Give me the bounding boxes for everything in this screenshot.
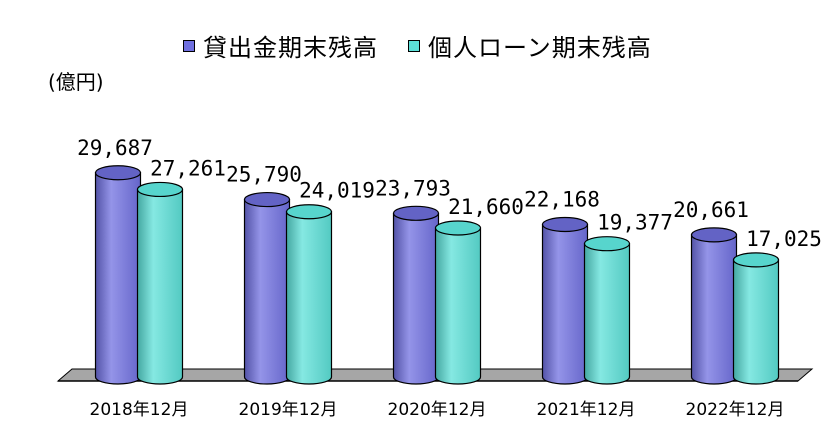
x-tick-label: 2022年12月 — [686, 400, 785, 420]
bar-personal-loans — [583, 236, 631, 385]
legend-swatch-loans — [183, 39, 195, 52]
value-label: 22,168 — [524, 187, 600, 211]
x-tick-label: 2019年12月 — [239, 400, 338, 420]
value-label: 24,019 — [299, 179, 375, 203]
value-label: 21,660 — [448, 195, 524, 219]
bar-personal-loans — [434, 220, 482, 385]
chart-legend: 貸出金期末残高 個人ローン期末残高 — [183, 28, 682, 63]
value-label: 20,661 — [673, 198, 749, 222]
legend-item-personal-loans: 個人ローン期末残高 — [408, 28, 652, 63]
value-label: 27,261 — [150, 156, 226, 180]
bar-loans — [94, 165, 142, 385]
bar-personal-loans — [136, 181, 184, 385]
bar-loans — [243, 191, 291, 385]
legend-label-personal-loans: 個人ローン期末残高 — [428, 34, 652, 62]
bar-loans — [392, 205, 440, 385]
bar-personal-loans — [732, 252, 780, 385]
x-tick-label: 2020年12月 — [388, 400, 487, 420]
legend-item-loans: 貸出金期末残高 — [183, 28, 378, 63]
x-tick-label: 2021年12月 — [537, 400, 636, 420]
value-label: 19,377 — [597, 211, 673, 235]
value-label: 17,025 — [746, 227, 822, 251]
bar-personal-loans — [285, 204, 333, 385]
y-axis-unit-label: (億円) — [48, 70, 104, 94]
x-tick-label: 2018年12月 — [90, 400, 189, 420]
bar-loans — [541, 216, 589, 385]
bar-loans — [690, 227, 738, 385]
value-label: 25,790 — [226, 163, 302, 187]
value-label: 23,793 — [375, 176, 451, 200]
value-label: 29,687 — [77, 136, 153, 160]
legend-swatch-personal-loans — [408, 39, 420, 52]
legend-label-loans: 貸出金期末残高 — [203, 34, 378, 62]
